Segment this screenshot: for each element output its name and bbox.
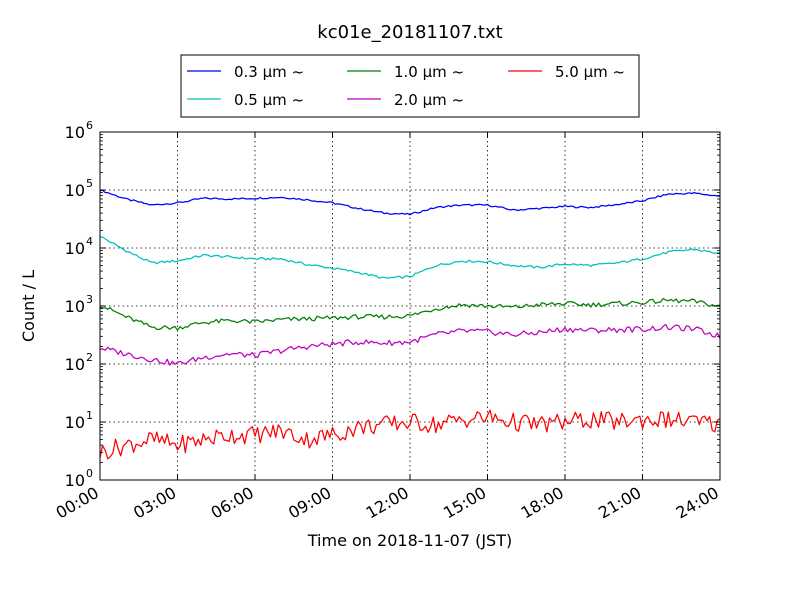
y-tick-exponent: 6 <box>86 119 93 132</box>
x-tick-label: 21:00 <box>595 483 644 523</box>
y-tick-exponent: 5 <box>86 177 93 190</box>
series-line-1 <box>99 189 721 216</box>
y-tick-label: 10 <box>65 181 85 200</box>
y-tick-exponent: 2 <box>86 351 93 364</box>
x-tick-label: 06:00 <box>208 483 257 523</box>
x-tick-label: 03:00 <box>130 483 179 523</box>
y-tick-label: 10 <box>65 239 85 258</box>
y-tick-label: 10 <box>65 413 85 432</box>
x-tick-label: 18:00 <box>518 483 567 523</box>
series-line-2 <box>99 236 721 279</box>
x-axis-label: Time on 2018-11-07 (JST) <box>307 531 512 550</box>
legend-label-0-5um: 0.5 μm ~ <box>234 91 304 109</box>
legend-label-1-0um: 1.0 μm ~ <box>394 63 464 81</box>
series-lines <box>99 189 721 460</box>
legend-frame <box>180 54 640 118</box>
y-tick-exponent: 3 <box>86 293 93 306</box>
y-tick-exponent: 4 <box>86 235 93 248</box>
y-tick-label: 10 <box>65 355 85 374</box>
legend-label-2-0um: 2.0 μm ~ <box>394 91 464 109</box>
legend-label-0-3um: 0.3 μm ~ <box>234 63 304 81</box>
y-tick-exponent: 0 <box>86 467 93 480</box>
legend-label-5-0um: 5.0 μm ~ <box>555 63 625 81</box>
x-tick-label: 24:00 <box>673 483 722 523</box>
y-tick-label: 10 <box>65 123 85 142</box>
chart-title: kc01e_20181107.txt <box>317 22 502 43</box>
x-tick-label: 15:00 <box>440 483 489 523</box>
y-tick-exponent: 1 <box>86 409 93 422</box>
legend: 0.3 μm ~ 1.0 μm ~ 5.0 μm ~ 0.5 μm ~ 2.0 … <box>180 54 640 118</box>
y-tick-label: 10 <box>65 297 85 316</box>
series-line-3 <box>99 297 721 331</box>
x-tick-label: 12:00 <box>363 483 412 523</box>
series-line-4 <box>99 323 721 366</box>
x-tick-label: 09:00 <box>285 483 334 523</box>
series-line-5 <box>99 409 721 460</box>
grid <box>100 132 720 480</box>
y-tick-label: 10 <box>65 471 85 490</box>
y-axis-label: Count / L <box>19 270 38 342</box>
